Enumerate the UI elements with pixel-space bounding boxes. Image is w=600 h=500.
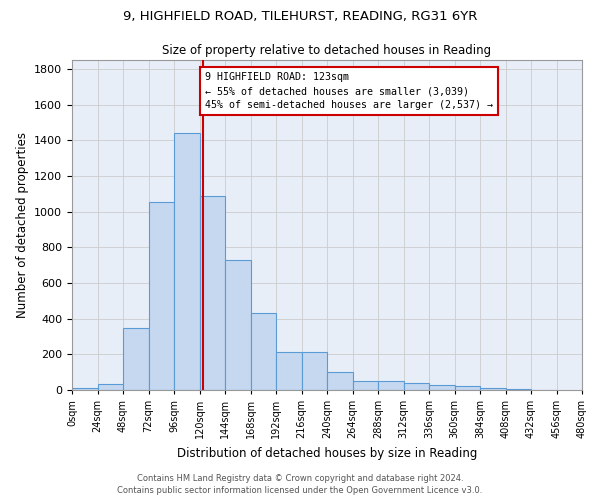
Bar <box>199 196 225 390</box>
Bar <box>429 384 455 390</box>
Y-axis label: Number of detached properties: Number of detached properties <box>16 132 29 318</box>
Bar <box>378 381 404 390</box>
Bar <box>455 386 480 390</box>
X-axis label: Distribution of detached houses by size in Reading: Distribution of detached houses by size … <box>177 446 477 460</box>
Text: 9 HIGHFIELD ROAD: 123sqm
← 55% of detached houses are smaller (3,039)
45% of sem: 9 HIGHFIELD ROAD: 123sqm ← 55% of detach… <box>205 72 493 110</box>
Bar <box>123 328 149 390</box>
Bar <box>174 133 199 390</box>
Bar <box>505 389 531 390</box>
Title: Size of property relative to detached houses in Reading: Size of property relative to detached ho… <box>163 44 491 58</box>
Bar <box>72 388 97 390</box>
Bar <box>480 388 505 390</box>
Bar <box>251 314 276 390</box>
Bar <box>302 352 327 390</box>
Bar <box>327 372 353 390</box>
Bar <box>149 202 174 390</box>
Bar <box>97 384 123 390</box>
Bar <box>225 260 251 390</box>
Bar <box>276 352 302 390</box>
Text: Contains HM Land Registry data © Crown copyright and database right 2024.
Contai: Contains HM Land Registry data © Crown c… <box>118 474 482 495</box>
Text: 9, HIGHFIELD ROAD, TILEHURST, READING, RG31 6YR: 9, HIGHFIELD ROAD, TILEHURST, READING, R… <box>123 10 477 23</box>
Bar <box>353 381 378 390</box>
Bar <box>404 383 429 390</box>
